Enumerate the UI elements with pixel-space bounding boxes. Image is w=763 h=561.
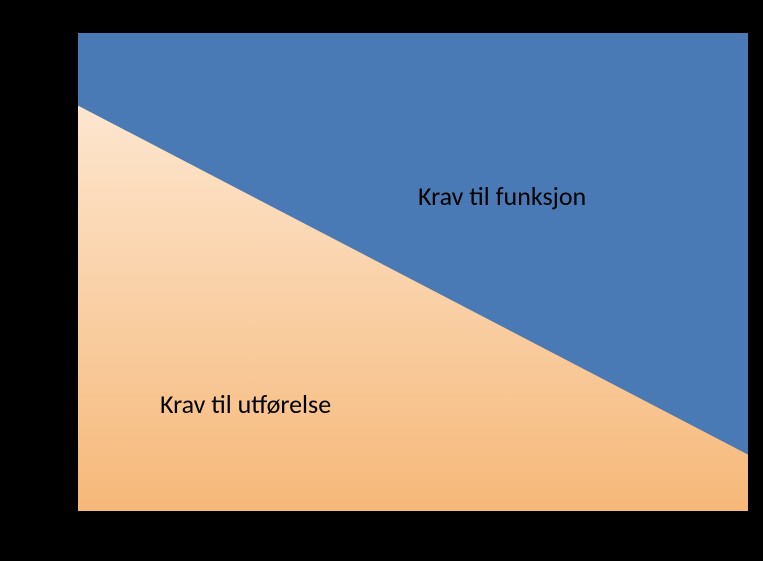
chart-container: Krav til funksjon Krav til utførelse — [0, 0, 763, 561]
chart-svg — [0, 0, 763, 561]
label-upper: Krav til funksjon — [418, 180, 586, 212]
plot-area — [77, 32, 749, 512]
label-lower: Krav til utførelse — [160, 388, 331, 420]
